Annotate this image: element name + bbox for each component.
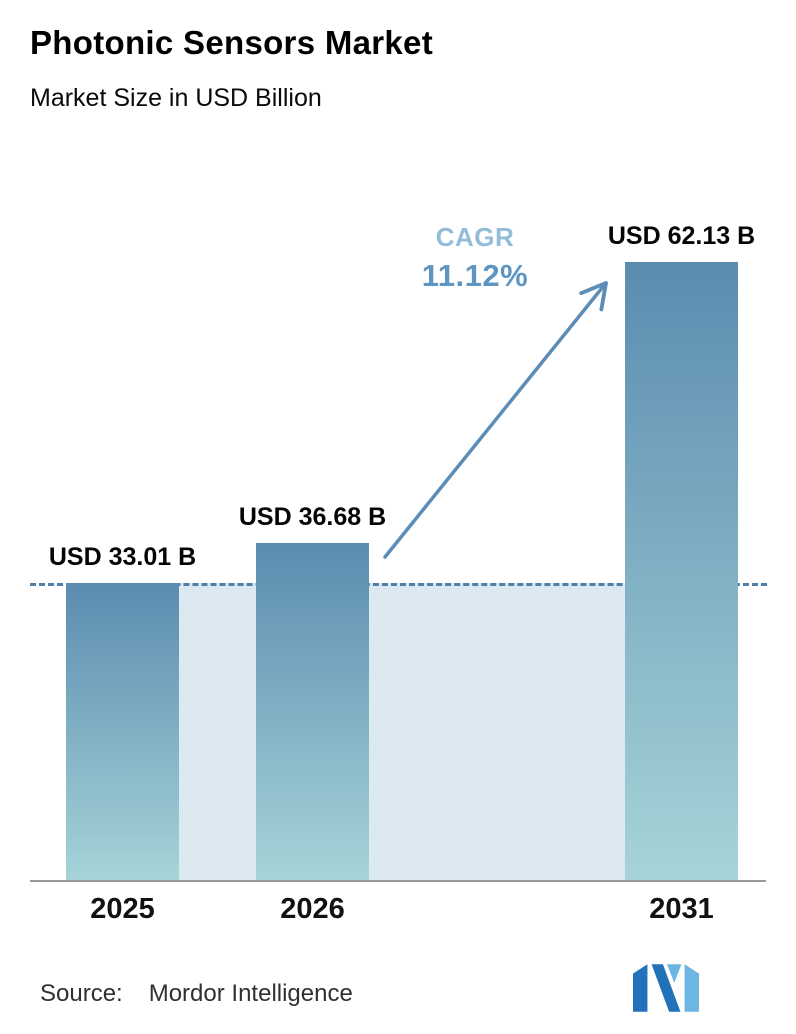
x-axis-line: [30, 880, 766, 882]
cagr-label: CAGR: [435, 222, 515, 252]
source-attribution: Source: Mordor Intelligence: [40, 980, 353, 1008]
baseline-dashed-line: [30, 583, 767, 586]
source-label: Source:: [40, 980, 123, 1007]
cagr-annotation: CAGR 11.12%: [390, 222, 560, 294]
x-axis-label-2026: 2026: [280, 893, 345, 925]
x-axis-label-2025: 2025: [90, 893, 155, 925]
source-value: Mordor Intelligence: [148, 980, 353, 1007]
cagr-value: 11.12%: [421, 258, 529, 293]
bar-2025: [66, 583, 179, 881]
bar-value-label-2025: USD 33.01 B: [48, 543, 197, 571]
bar-2031: [625, 262, 738, 881]
x-axis-label-2031: 2031: [649, 893, 714, 925]
highlight-region: [179, 583, 625, 881]
chart-title: Photonic Sensors Market: [30, 24, 433, 61]
bar-2026: [256, 543, 369, 881]
chart-subtitle: Market Size in USD Billion: [30, 84, 322, 112]
bar-value-label-2031: USD 62.13 B: [607, 222, 756, 250]
mordor-intelligence-logo: [633, 964, 699, 1012]
bar-value-label-2026: USD 36.68 B: [238, 503, 387, 531]
